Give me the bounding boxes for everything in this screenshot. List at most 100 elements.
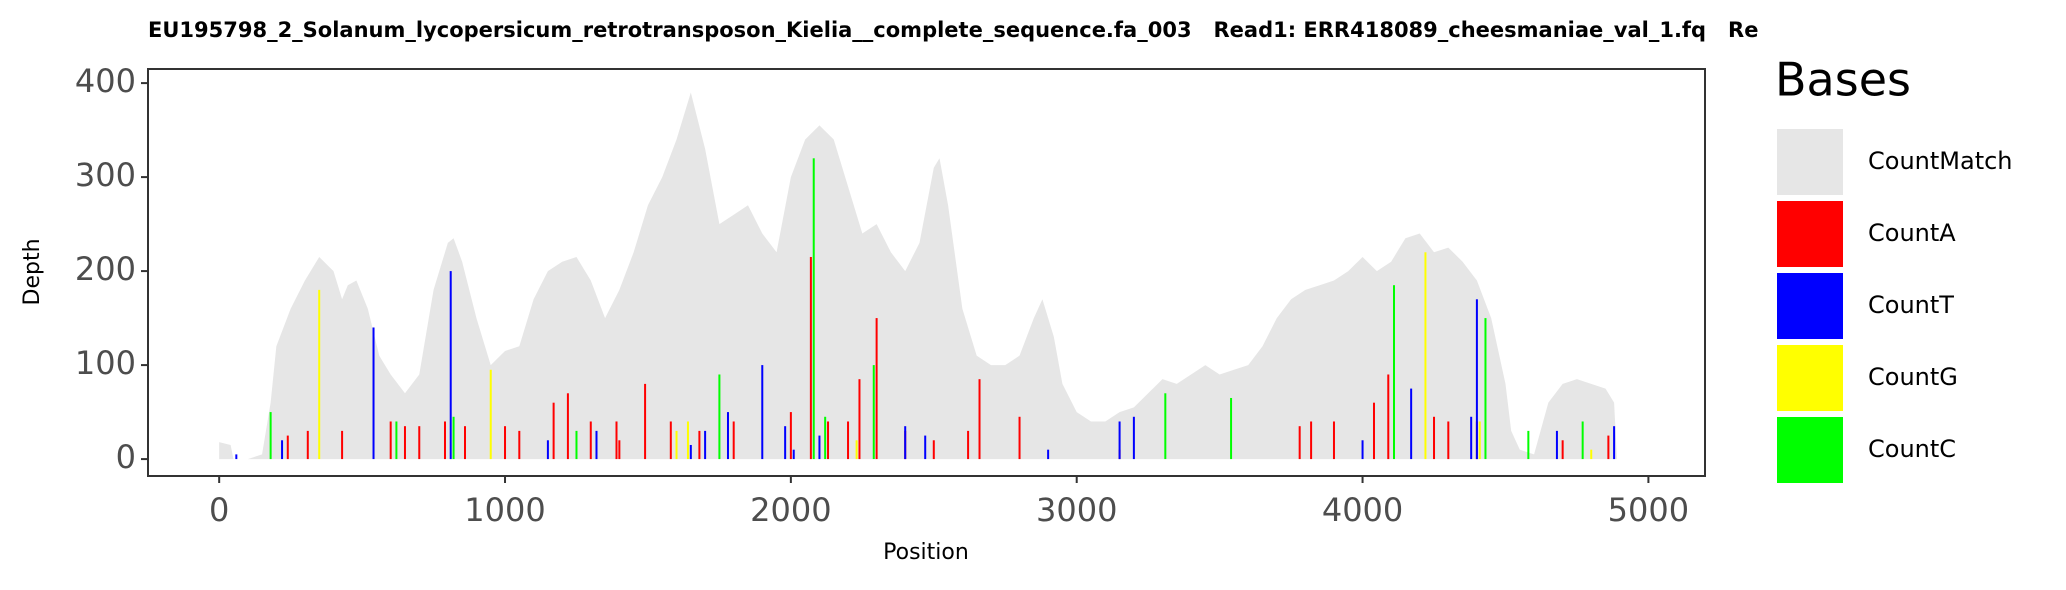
base-bar: [286, 435, 289, 460]
base-bar: [1298, 426, 1301, 460]
base-bar: [689, 444, 692, 460]
base-bar: [235, 454, 238, 460]
base-bar: [1310, 421, 1313, 460]
base-bar: [518, 430, 521, 460]
base-bar: [872, 365, 875, 460]
base-bar: [855, 440, 858, 460]
coverage-area: [219, 92, 1617, 460]
base-bar: [1164, 393, 1167, 460]
base-bar: [595, 430, 598, 460]
legend-swatch: [1777, 345, 1843, 411]
y-tick-label: 400: [75, 62, 136, 100]
base-bar: [1478, 421, 1481, 460]
x-axis-title: Position: [883, 540, 969, 565]
base-bar: [552, 402, 555, 460]
legend-label: CountG: [1868, 363, 1958, 391]
base-bar: [395, 421, 398, 460]
base-bar: [1613, 426, 1616, 460]
base-bar: [704, 430, 707, 460]
base-bar: [618, 440, 621, 460]
base-bar: [546, 440, 549, 460]
base-bar: [589, 421, 592, 460]
base-bar: [1132, 416, 1135, 460]
base-bar: [827, 421, 830, 460]
base-bar: [1475, 299, 1478, 460]
base-bar: [669, 421, 672, 460]
base-bar: [1332, 421, 1335, 460]
y-tick-label: 300: [75, 156, 136, 194]
y-tick-label: 100: [75, 344, 136, 382]
base-bar: [1561, 440, 1564, 460]
base-bar: [875, 318, 878, 460]
legend-title: Bases: [1775, 53, 1911, 107]
base-bar: [924, 435, 927, 460]
base-bar: [269, 412, 272, 460]
base-bar: [504, 426, 507, 460]
base-bar: [1410, 388, 1413, 460]
base-bar: [789, 412, 792, 460]
base-bar: [1590, 449, 1593, 460]
base-bar: [1555, 430, 1558, 460]
y-tick-label: 200: [75, 250, 136, 288]
base-bar: [1433, 416, 1436, 460]
base-bar: [449, 271, 452, 460]
base-bar: [1581, 421, 1584, 460]
base-bar: [718, 374, 721, 460]
legend-label: CountC: [1868, 435, 1956, 463]
base-bar: [675, 430, 678, 460]
base-bar: [615, 421, 618, 460]
base-bar: [1047, 449, 1050, 460]
base-bar: [1393, 285, 1396, 460]
legend-swatch: [1777, 273, 1843, 339]
base-bar: [812, 158, 815, 460]
legend-swatch: [1777, 201, 1843, 267]
legend-swatch: [1777, 417, 1843, 483]
base-bar: [418, 426, 421, 460]
x-tick-label: 0: [209, 491, 229, 529]
base-bar: [403, 426, 406, 460]
legend-swatch: [1777, 129, 1843, 195]
base-bar: [306, 430, 309, 460]
x-tick-label: 2000: [750, 491, 831, 529]
base-bar: [792, 449, 795, 460]
legend-label: CountA: [1868, 219, 1956, 247]
base-bar: [443, 421, 446, 460]
y-axis-title: Depth: [20, 238, 45, 305]
base-bar: [761, 365, 764, 460]
base-bar: [1424, 252, 1427, 460]
base-bar: [1607, 435, 1610, 460]
base-bar: [566, 393, 569, 460]
base-bar: [809, 256, 812, 460]
base-bar: [1361, 440, 1364, 460]
legend-label: CountMatch: [1868, 147, 2013, 175]
base-bar: [932, 440, 935, 460]
y-tick-label: 0: [116, 438, 136, 476]
x-tick-label: 4000: [1322, 491, 1403, 529]
base-bar: [1470, 416, 1473, 460]
base-bar: [464, 426, 467, 460]
legend-label: CountT: [1868, 291, 1954, 319]
x-tick-label: 1000: [464, 491, 545, 529]
base-bar: [489, 369, 492, 460]
base-bar: [389, 421, 392, 460]
plot: [219, 92, 1617, 460]
x-tick-label: 5000: [1608, 491, 1689, 529]
base-bar: [858, 379, 861, 460]
base-bar: [824, 416, 827, 460]
base-bar: [818, 435, 821, 460]
x-tick-label: 3000: [1036, 491, 1117, 529]
base-bar: [847, 421, 850, 460]
base-bar: [904, 426, 907, 460]
base-bar: [575, 430, 578, 460]
panel-border: [147, 68, 1706, 477]
base-bar: [784, 426, 787, 460]
chart-title: EU195798_2_Solanum_lycopersicum_retrotra…: [148, 18, 1758, 42]
base-bar: [967, 430, 970, 460]
base-bar: [1387, 374, 1390, 460]
base-bar: [1372, 402, 1375, 460]
base-bar: [644, 383, 647, 460]
base-bar: [281, 440, 284, 460]
base-bar: [1018, 416, 1021, 460]
